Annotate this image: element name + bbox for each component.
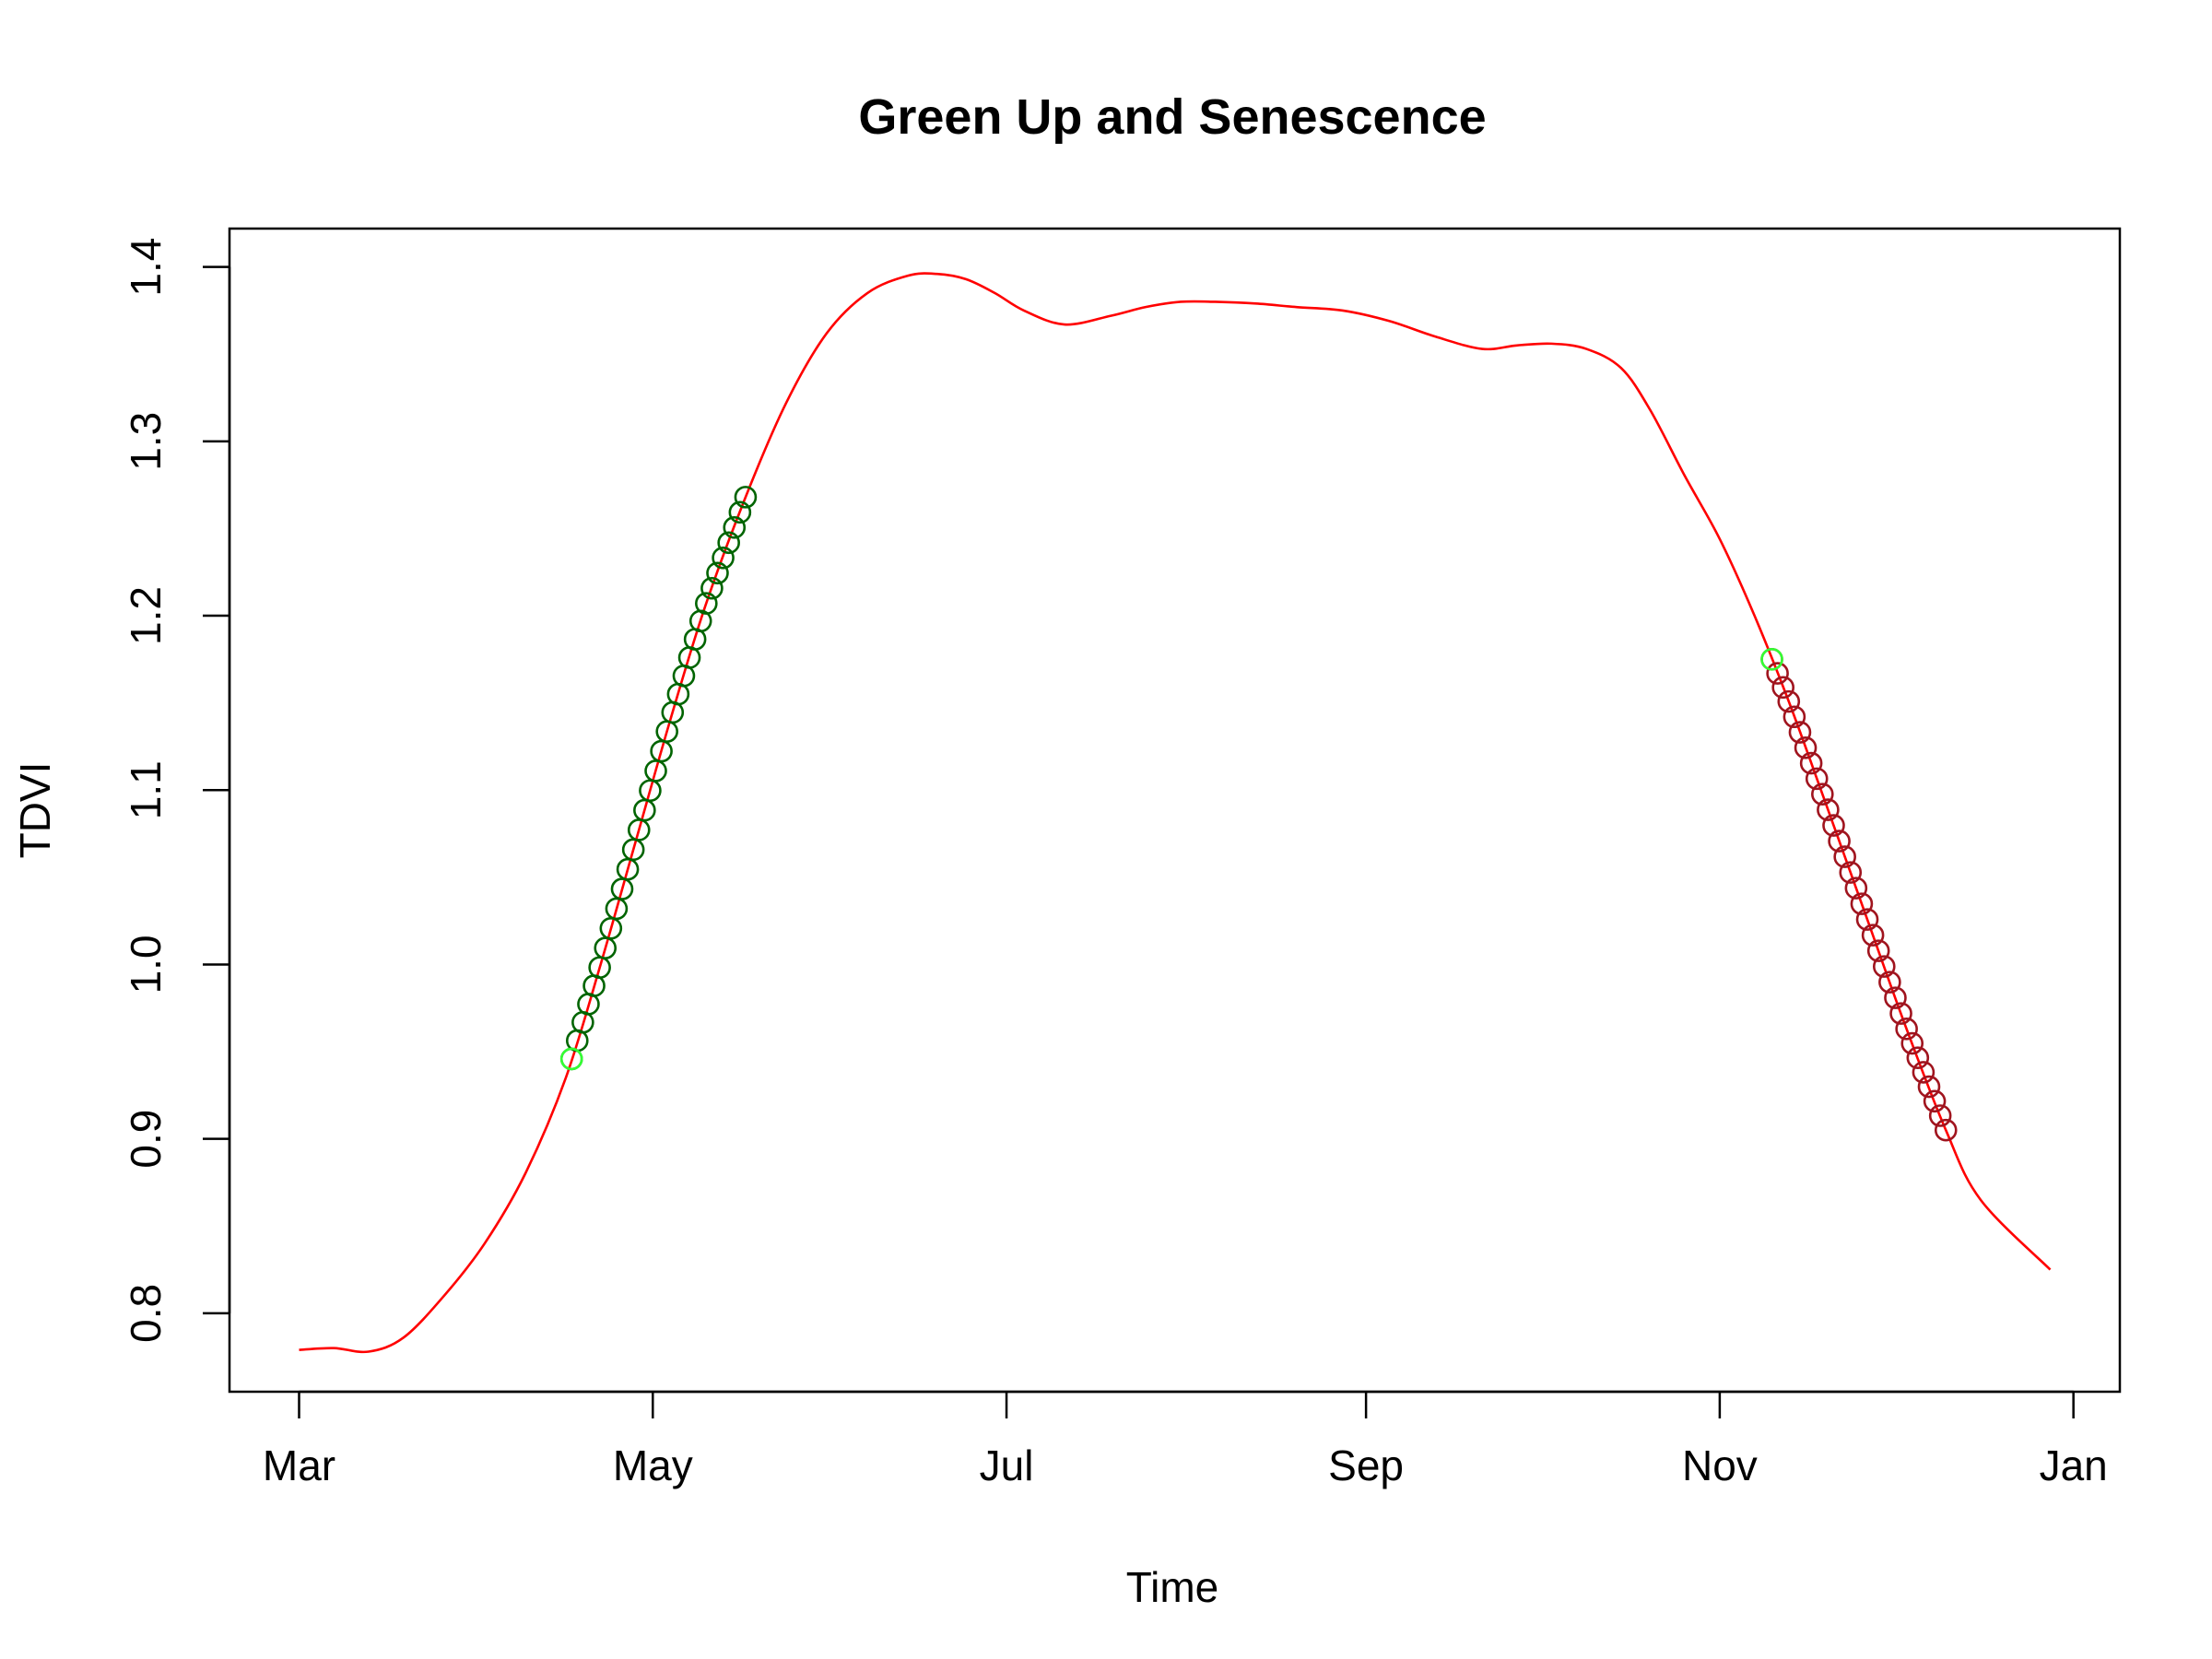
senescence-point <box>1928 1104 1952 1127</box>
x-tick-label: Jan <box>2040 1441 2108 1489</box>
senescence-point <box>1866 939 1890 962</box>
y-axis: 0.8 0.9 1.0 1.1 1.2 1.3 1.4 <box>122 238 231 1343</box>
marker-layer <box>559 486 1958 1142</box>
series-layer <box>299 272 2052 1354</box>
chart-title: Green Up and Senescence <box>858 89 1486 145</box>
greenup-point <box>706 561 729 585</box>
y-tick-label: 0.8 <box>122 1284 170 1343</box>
greenup-point <box>723 516 747 539</box>
senescence-start-point <box>1760 648 1783 671</box>
senescence-point <box>1878 971 1901 994</box>
greenup-point <box>728 500 752 524</box>
y-tick-label: 1.3 <box>122 412 170 471</box>
senescence-point <box>1794 736 1818 759</box>
greenup-point <box>734 486 758 509</box>
greenup-point <box>717 531 740 555</box>
senescence-point <box>1912 1061 1936 1084</box>
y-tick-label: 1.2 <box>122 586 170 645</box>
senescence-point <box>1822 814 1845 837</box>
senescence-point <box>1889 1002 1912 1025</box>
senescence-point <box>1777 689 1801 713</box>
greenup-point <box>712 546 735 570</box>
y-tick-label: 1.1 <box>122 760 170 819</box>
senescence-point <box>1844 877 1868 900</box>
greenup-point <box>695 592 718 616</box>
x-tick-label: Jul <box>980 1441 1034 1489</box>
senescence-point <box>1766 662 1789 685</box>
plot-area-border <box>228 227 2122 1394</box>
senescence-point <box>1817 798 1840 821</box>
x-tick-label: Sep <box>1328 1441 1404 1489</box>
x-tick-label: Mar <box>263 1441 335 1489</box>
senescence-point <box>1884 986 1907 1009</box>
x-axis-label: Time <box>1126 1563 1219 1611</box>
senescence-point <box>1855 908 1879 931</box>
senescence-point <box>1771 676 1794 700</box>
x-tick-label: May <box>613 1441 693 1489</box>
y-tick-label: 1.0 <box>122 935 170 994</box>
senescence-point <box>1895 1018 1918 1041</box>
senescence-point <box>1872 955 1896 978</box>
greenup-start-point <box>559 1047 583 1071</box>
senescence-point <box>1783 705 1806 729</box>
senescence-point <box>1833 845 1856 868</box>
x-tick-label: Nov <box>1682 1441 1758 1489</box>
senescence-point <box>1906 1046 1930 1070</box>
senescence-point <box>1799 751 1823 775</box>
senescence-point <box>1850 892 1874 915</box>
senescence-point <box>1923 1089 1947 1113</box>
senescence-point <box>1811 782 1834 806</box>
senescence-point <box>1788 721 1812 744</box>
senescence-point <box>1828 830 1851 853</box>
x-axis: Mar May Jul Sep Nov Jan <box>263 1390 2108 1489</box>
senescence-point <box>1805 767 1829 791</box>
senescence-point <box>1917 1075 1941 1099</box>
senescence-point <box>1900 1031 1924 1055</box>
senescence-point <box>1934 1118 1958 1142</box>
y-tick-label: 1.4 <box>122 238 170 297</box>
greenup-point <box>700 576 724 600</box>
tdvi-curve <box>299 272 2052 1354</box>
senescence-point <box>1861 924 1885 947</box>
y-tick-label: 0.9 <box>122 1110 170 1169</box>
senescence-point <box>1839 861 1863 884</box>
y-axis-label: TDVI <box>11 762 59 859</box>
